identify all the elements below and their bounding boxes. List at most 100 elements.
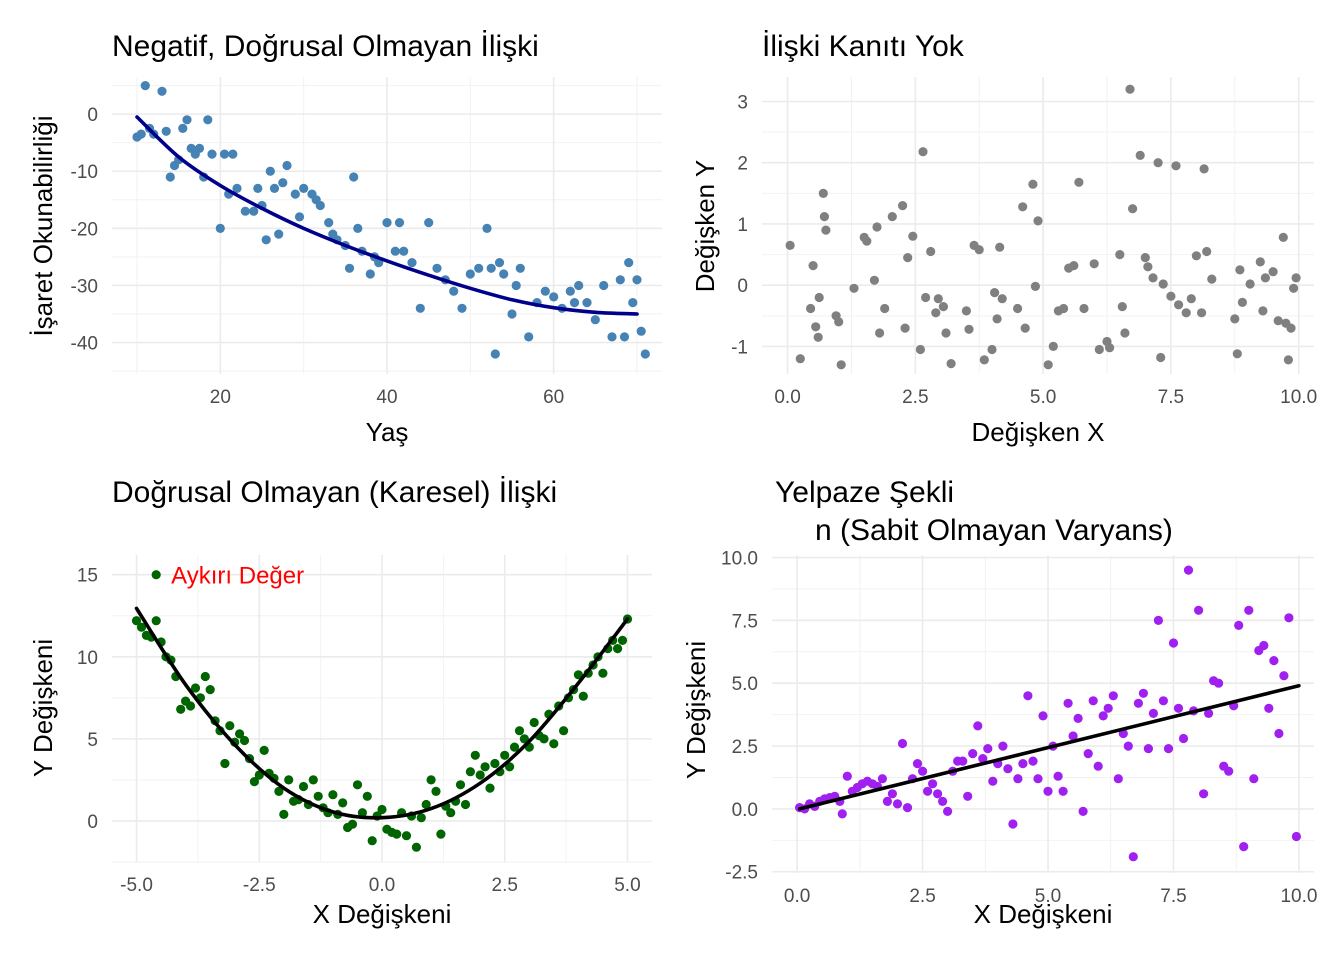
data-point bbox=[918, 766, 928, 776]
data-point bbox=[1094, 344, 1104, 355]
data-point bbox=[265, 166, 275, 176]
y-tick-label: 10.0 bbox=[721, 549, 758, 570]
data-point bbox=[918, 147, 928, 157]
data-point bbox=[628, 298, 638, 308]
data-point bbox=[1073, 713, 1083, 724]
y-tick-label: 2 bbox=[737, 154, 748, 175]
data-point bbox=[475, 770, 485, 780]
data-point bbox=[795, 354, 805, 364]
data-point bbox=[640, 349, 650, 359]
data-point bbox=[1255, 257, 1265, 267]
data-point bbox=[979, 355, 989, 365]
data-point bbox=[446, 808, 456, 818]
data-point bbox=[253, 183, 263, 193]
data-point bbox=[582, 298, 592, 308]
data-point bbox=[900, 323, 910, 333]
data-point bbox=[486, 263, 496, 273]
data-point bbox=[961, 306, 972, 316]
chart-1-title: Negatif, Doğrusal Olmayan İlişki bbox=[112, 30, 539, 63]
x-tick-label: 20 bbox=[210, 387, 231, 408]
data-point bbox=[1120, 328, 1130, 338]
data-point bbox=[1088, 696, 1098, 706]
data-point bbox=[821, 225, 831, 235]
chart-panel-1: Negatif, Doğrusal Olmayan İlişki 20 40 60 0… bbox=[28, 30, 662, 447]
data-point bbox=[819, 212, 830, 222]
data-point bbox=[813, 332, 823, 342]
data-point bbox=[1173, 703, 1184, 713]
x-tick-label: 10.0 bbox=[1280, 387, 1317, 408]
data-point bbox=[1230, 314, 1240, 324]
data-point bbox=[590, 315, 600, 325]
chart-3-title: Doğrusal Olmayan (Karesel) İlişki bbox=[112, 476, 557, 509]
data-point bbox=[1113, 774, 1123, 784]
data-point bbox=[274, 786, 284, 797]
data-point bbox=[392, 829, 402, 839]
data-point bbox=[619, 332, 630, 342]
data-point bbox=[136, 129, 146, 139]
data-point bbox=[500, 750, 510, 760]
data-point bbox=[365, 269, 375, 279]
data-point bbox=[1059, 303, 1069, 314]
data-point bbox=[1003, 764, 1013, 774]
chart-2-title: İlişki Kanıtı Yok bbox=[762, 30, 965, 63]
data-point bbox=[457, 303, 467, 313]
data-point bbox=[1279, 671, 1289, 681]
data-point bbox=[806, 303, 816, 314]
data-point bbox=[875, 328, 885, 338]
data-point bbox=[613, 644, 623, 654]
data-point bbox=[1030, 281, 1040, 291]
data-point bbox=[987, 344, 997, 355]
data-point bbox=[200, 671, 210, 682]
data-point bbox=[1117, 302, 1127, 312]
data-point bbox=[599, 280, 609, 291]
data-point bbox=[416, 813, 426, 823]
data-point bbox=[998, 741, 1008, 751]
data-point bbox=[974, 245, 984, 255]
data-point bbox=[897, 738, 908, 749]
x-tick-label: 2.5 bbox=[902, 387, 928, 408]
data-point bbox=[485, 783, 495, 793]
data-point bbox=[915, 344, 926, 355]
data-point bbox=[207, 149, 217, 159]
data-point bbox=[880, 303, 890, 314]
data-point bbox=[1069, 261, 1079, 271]
data-point bbox=[298, 781, 309, 792]
data-point bbox=[190, 683, 201, 693]
data-point bbox=[1023, 691, 1033, 701]
chart-4-title-line-2: n (Sabit Olmayan Varyans) bbox=[815, 514, 1173, 547]
data-point bbox=[892, 799, 903, 809]
x-tick-label: 0.0 bbox=[369, 875, 395, 896]
data-point bbox=[903, 253, 913, 263]
y-tick-label: 5.0 bbox=[732, 674, 758, 695]
data-point bbox=[490, 349, 500, 359]
data-point bbox=[367, 836, 377, 846]
data-point bbox=[1018, 202, 1028, 212]
data-point bbox=[931, 308, 941, 318]
data-point bbox=[1163, 744, 1174, 754]
data-point bbox=[1199, 789, 1209, 799]
data-point bbox=[862, 236, 872, 246]
data-point bbox=[941, 328, 951, 338]
data-point bbox=[294, 212, 305, 222]
data-point bbox=[565, 286, 575, 296]
data-point bbox=[997, 294, 1007, 304]
data-point bbox=[1115, 250, 1125, 260]
data-point bbox=[460, 799, 471, 810]
chart-4-title-line-1: Yelpaze Şekli bbox=[775, 476, 954, 509]
data-point bbox=[1108, 691, 1118, 701]
data-point bbox=[290, 189, 300, 199]
data-point bbox=[1264, 703, 1274, 713]
data-point bbox=[490, 758, 500, 769]
data-point bbox=[814, 292, 824, 303]
x-tick-label: 7.5 bbox=[1160, 886, 1186, 907]
y-tick-label: 0.0 bbox=[732, 800, 758, 821]
data-point bbox=[315, 200, 325, 211]
data-point bbox=[1074, 177, 1084, 187]
data-point bbox=[607, 332, 617, 342]
data-point bbox=[1083, 749, 1093, 759]
y-tick-label: 3 bbox=[737, 92, 748, 113]
data-point bbox=[882, 796, 893, 807]
data-point bbox=[549, 739, 559, 749]
data-point bbox=[1239, 842, 1249, 852]
data-point bbox=[480, 762, 490, 772]
